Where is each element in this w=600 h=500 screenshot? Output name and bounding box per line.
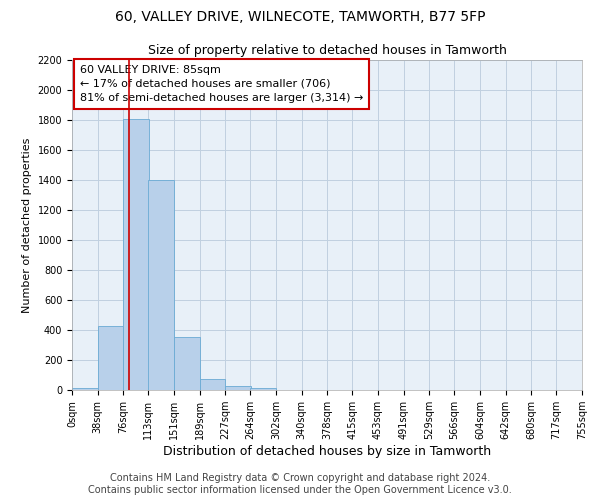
Bar — [174, 337, 200, 390]
Bar — [200, 379, 226, 390]
Bar — [72, 388, 98, 390]
Bar — [226, 386, 251, 390]
Bar — [98, 326, 124, 390]
Text: 60 VALLEY DRIVE: 85sqm
← 17% of detached houses are smaller (706)
81% of semi-de: 60 VALLEY DRIVE: 85sqm ← 17% of detached… — [80, 65, 363, 103]
X-axis label: Distribution of detached houses by size in Tamworth: Distribution of detached houses by size … — [163, 445, 491, 458]
Bar — [148, 180, 174, 390]
Y-axis label: Number of detached properties: Number of detached properties — [22, 138, 32, 312]
Bar — [250, 388, 276, 390]
Text: Contains HM Land Registry data © Crown copyright and database right 2024.
Contai: Contains HM Land Registry data © Crown c… — [88, 474, 512, 495]
Title: Size of property relative to detached houses in Tamworth: Size of property relative to detached ho… — [148, 44, 506, 58]
Text: 60, VALLEY DRIVE, WILNECOTE, TAMWORTH, B77 5FP: 60, VALLEY DRIVE, WILNECOTE, TAMWORTH, B… — [115, 10, 485, 24]
Bar — [124, 118, 149, 390]
